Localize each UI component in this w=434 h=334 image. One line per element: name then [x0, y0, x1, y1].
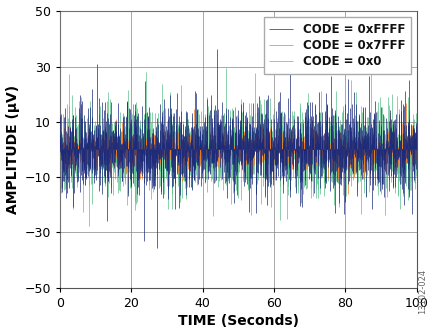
Text: 13102-024: 13102-024 — [417, 269, 426, 314]
Y-axis label: AMPLITUDE (μV): AMPLITUDE (μV) — [6, 85, 20, 214]
Legend: CODE = 0xFFFF, CODE = 0x7FFF, CODE = 0x0: CODE = 0xFFFF, CODE = 0x7FFF, CODE = 0x0 — [263, 17, 410, 74]
X-axis label: TIME (Seconds): TIME (Seconds) — [178, 314, 298, 328]
